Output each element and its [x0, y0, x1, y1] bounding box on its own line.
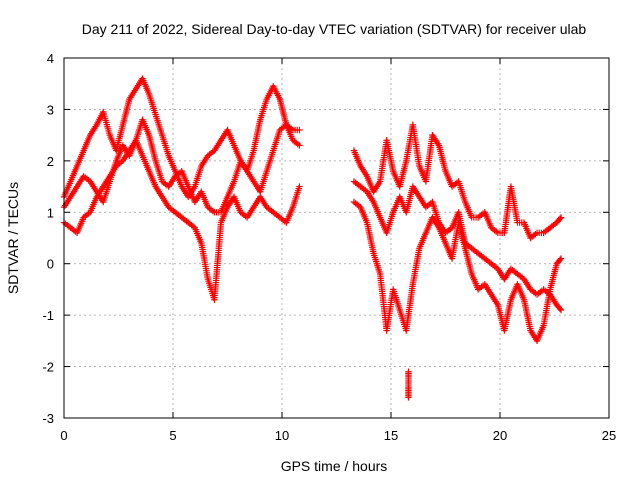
grid-lines [64, 58, 609, 418]
y-axis-label: SDTVAR / TECUs [5, 182, 21, 294]
x-tick-label: 20 [493, 428, 507, 443]
data-point [557, 306, 565, 314]
y-tick-label: 0 [47, 257, 54, 272]
data-point [557, 214, 565, 221]
x-tick-label: 5 [169, 428, 176, 443]
data-point [556, 215, 564, 222]
x-tick-label: 10 [275, 428, 289, 443]
data-points [60, 75, 565, 401]
data-point [557, 255, 565, 262]
y-tick-label: 4 [47, 51, 54, 66]
axis-ticks: 0 5 10 15 20 25 -3 -2 -1 0 1 2 3 4 [42, 51, 616, 443]
data-point [296, 142, 303, 149]
y-tick-label: -1 [42, 308, 54, 323]
y-tick-label: -2 [42, 360, 54, 375]
y-tick-label: 3 [47, 102, 54, 117]
x-tick-label: 25 [602, 428, 616, 443]
data-point [556, 305, 564, 312]
data-point [296, 126, 303, 134]
x-tick-label: 15 [384, 428, 398, 443]
data-point [296, 183, 303, 190]
data-point [405, 368, 412, 375]
y-tick-label: 1 [47, 205, 54, 220]
plot-frame [63, 57, 610, 419]
y-tick-label: -3 [42, 411, 54, 426]
data-point [556, 256, 564, 264]
x-axis-label: GPS time / hours [281, 458, 388, 474]
chart-title: Day 211 of 2022, Sidereal Day-to-day VTE… [82, 21, 587, 37]
x-tick-label: 0 [60, 428, 67, 443]
y-tick-label: 2 [47, 154, 54, 169]
